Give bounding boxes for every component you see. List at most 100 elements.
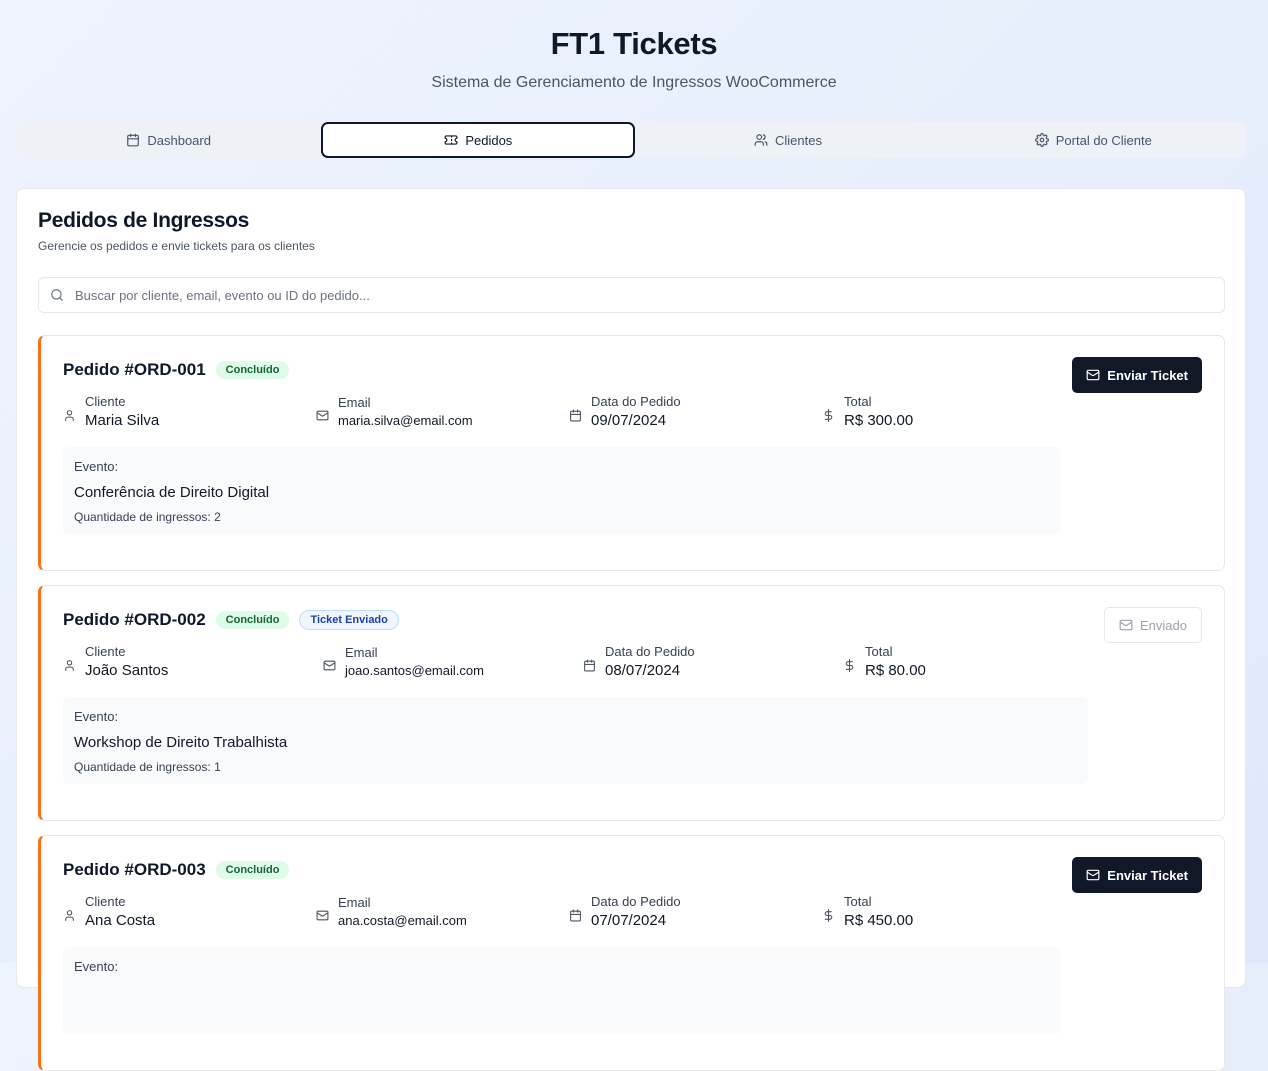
order-fields: Cliente Maria Silva Email maria.silva@emai… xyxy=(63,394,1022,429)
order-id: Pedido #ORD-001 xyxy=(63,360,206,379)
client-field: Cliente Ana Costa xyxy=(63,894,316,929)
sent-label: Enviado xyxy=(1140,617,1187,633)
order-date: 09/07/2024 xyxy=(591,412,667,429)
send-ticket-button[interactable]: Enviar Ticket xyxy=(1072,357,1202,393)
order-date: 08/07/2024 xyxy=(605,662,681,679)
client-email: ana.costa@email.com xyxy=(338,913,467,928)
total-field: Total R$ 450.00 xyxy=(822,894,1022,929)
ticket-icon xyxy=(444,135,458,145)
sent-button[interactable]: Enviado xyxy=(1104,607,1202,643)
mail-icon xyxy=(1086,369,1100,381)
search-input[interactable] xyxy=(75,287,1175,303)
dollar-icon xyxy=(845,659,854,672)
order-date: 07/07/2024 xyxy=(591,912,667,929)
date-label: Data do Pedido xyxy=(591,394,681,409)
dollar-icon xyxy=(824,909,833,922)
date-label: Data do Pedido xyxy=(591,894,681,909)
email-label: Email xyxy=(338,895,371,910)
order-card: Pedido #ORD-002 Concluído Ticket Enviado… xyxy=(38,585,1225,821)
client-name: João Santos xyxy=(85,662,169,679)
search-bar xyxy=(38,277,1225,313)
event-box: Evento: Workshop de Direito Trabalhista … xyxy=(63,697,1088,784)
tab-dashboard[interactable]: Dashboard xyxy=(16,122,321,158)
date-field: Data do Pedido 08/07/2024 xyxy=(583,644,843,679)
order-card: Pedido #ORD-003 Concluído Cliente Ana Cos… xyxy=(38,835,1225,1071)
send-ticket-label: Enviar Ticket xyxy=(1107,867,1188,883)
order-header: Pedido #ORD-003 Concluído xyxy=(63,860,290,880)
calendar-icon xyxy=(127,133,140,147)
client-name: Ana Costa xyxy=(85,912,156,929)
mail-icon xyxy=(323,660,336,671)
calendar-icon xyxy=(570,409,581,422)
total-label: Total xyxy=(844,894,872,909)
order-fields: Cliente Ana Costa Email ana.costa@email.co… xyxy=(63,894,1022,929)
event-box: Evento: Conferência de Direito Digital Q… xyxy=(63,447,1061,534)
client-label: Cliente xyxy=(85,644,126,659)
client-name: Maria Silva xyxy=(85,412,160,429)
tab-pedidos[interactable]: Pedidos xyxy=(321,122,636,158)
mail-icon xyxy=(1086,869,1100,881)
tab-label: Dashboard xyxy=(147,132,211,148)
event-label: Evento: xyxy=(74,959,119,974)
event-name: Conferência de Direito Digital xyxy=(74,484,270,501)
tab-label: Clientes xyxy=(775,132,822,148)
date-field: Data do Pedido 09/07/2024 xyxy=(569,394,822,429)
send-ticket-label: Enviar Ticket xyxy=(1107,367,1188,383)
total-label: Total xyxy=(865,644,893,659)
event-label: Evento: xyxy=(74,459,119,474)
client-label: Cliente xyxy=(85,394,126,409)
email-label: Email xyxy=(338,395,371,410)
send-ticket-button[interactable]: Enviar Ticket xyxy=(1072,857,1202,893)
order-fields: Cliente João Santos Email joao.santos@emai… xyxy=(63,644,1043,679)
order-total: R$ 450.00 xyxy=(844,912,914,929)
date-label: Data do Pedido xyxy=(605,644,695,659)
tab-label: Portal do Cliente xyxy=(1055,132,1152,148)
email-field: Email maria.silva@email.com xyxy=(316,394,569,429)
date-field: Data do Pedido 07/07/2024 xyxy=(569,894,822,929)
app-header: FT1 Tickets Sistema de Gerenciamento de … xyxy=(0,0,1268,92)
tab-portal-do-cliente[interactable]: Portal do Cliente xyxy=(941,122,1246,158)
tab-clientes[interactable]: Clientes xyxy=(635,122,940,158)
total-field: Total R$ 80.00 xyxy=(843,644,1043,679)
order-total: R$ 300.00 xyxy=(844,412,914,429)
orders-panel: Pedidos de Ingressos Gerencie os pedidos… xyxy=(16,188,1246,1071)
total-label: Total xyxy=(844,394,872,409)
client-field: Cliente João Santos xyxy=(63,644,323,679)
calendar-icon xyxy=(570,909,581,922)
user-icon xyxy=(65,660,74,671)
panel-description: Gerencie os pedidos e envie tickets para… xyxy=(38,239,315,253)
email-field: Email joao.santos@email.com xyxy=(323,644,583,679)
client-email: joao.santos@email.com xyxy=(345,663,484,678)
order-header: Pedido #ORD-002 Concluído Ticket Enviado xyxy=(63,610,399,630)
order-header: Pedido #ORD-001 Concluído xyxy=(63,360,290,380)
event-name: Workshop de Direito Trabalhista xyxy=(74,734,288,751)
ticket-quantity: Quantidade de ingressos: 1 xyxy=(74,760,221,774)
status-badge: Concluído xyxy=(215,611,290,629)
mail-icon xyxy=(316,410,329,421)
client-email: maria.silva@email.com xyxy=(338,413,473,428)
dollar-icon xyxy=(824,409,833,422)
mail-icon xyxy=(1119,619,1133,631)
event-label: Evento: xyxy=(74,709,119,724)
ticket-quantity: Quantidade de ingressos: 2 xyxy=(74,510,221,524)
mail-icon xyxy=(316,910,329,921)
app-subtitle: Sistema de Gerenciamento de Ingressos Wo… xyxy=(431,74,837,91)
user-icon xyxy=(65,410,74,421)
email-label: Email xyxy=(345,645,378,660)
email-field: Email ana.costa@email.com xyxy=(316,894,569,929)
order-id: Pedido #ORD-002 xyxy=(63,610,206,629)
status-badge: Concluído xyxy=(215,861,290,879)
order-card: Pedido #ORD-001 Concluído Cliente Maria S… xyxy=(38,335,1225,571)
order-id: Pedido #ORD-003 xyxy=(63,860,206,879)
status-badge: Concluído xyxy=(215,361,290,379)
users-icon xyxy=(754,134,768,146)
search-icon xyxy=(51,289,63,301)
calendar-icon xyxy=(584,659,595,672)
order-total: R$ 80.00 xyxy=(865,662,926,679)
client-label: Cliente xyxy=(85,894,126,909)
ticket-sent-badge: Ticket Enviado xyxy=(299,610,399,630)
total-field: Total R$ 300.00 xyxy=(822,394,1022,429)
tab-label: Pedidos xyxy=(465,132,513,148)
app-title: FT1 Tickets xyxy=(550,26,718,61)
event-box: Evento: xyxy=(63,947,1061,1034)
